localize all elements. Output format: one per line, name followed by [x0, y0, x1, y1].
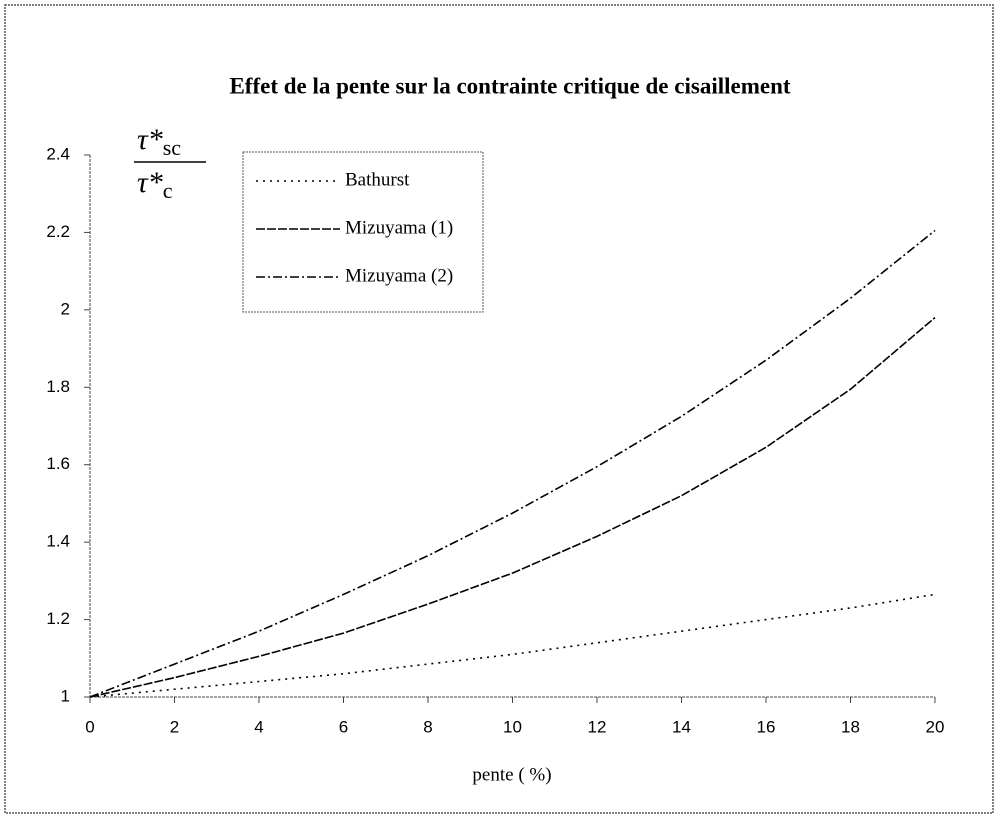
y-tick-label: 2.2 [46, 222, 70, 241]
x-tick-label: 4 [254, 717, 263, 736]
subscript: sc [163, 135, 182, 160]
y-tick-label: 1.6 [46, 454, 70, 473]
x-tick-label: 14 [672, 717, 691, 736]
x-tick-label: 0 [85, 717, 94, 736]
y-tick-label: 1.4 [46, 532, 70, 551]
x-tick-label: 6 [339, 717, 348, 736]
y-tick-label: 1.2 [46, 609, 70, 628]
legend-label: Mizuyama (2) [345, 265, 453, 286]
series-line [89, 316, 936, 698]
subscript: c [163, 178, 173, 203]
chart-title: Effet de la pente sur la contrainte crit… [229, 73, 790, 98]
y-tick-label: 2.4 [46, 144, 70, 163]
series-line [89, 229, 936, 698]
x-tick-label: 8 [423, 717, 432, 736]
x-tick-label: 18 [841, 717, 860, 736]
y-tick-label: 2 [61, 299, 70, 318]
legend-box [242, 151, 484, 313]
legend-label: Mizuyama (1) [345, 217, 453, 238]
x-tick-label: 16 [757, 717, 776, 736]
x-tick-label: 2 [170, 717, 179, 736]
chart-border [4, 4, 994, 814]
y-axis-label-denominator: τ*c [137, 166, 173, 203]
series-line [89, 593, 936, 698]
legend-label: Bathurst [345, 169, 410, 190]
symbol: τ* [137, 123, 163, 156]
x-tick-label: 20 [926, 717, 945, 736]
x-tick-label: 12 [588, 717, 607, 736]
x-tick-label: 10 [503, 717, 522, 736]
y-axis-label-numerator: τ*sc [137, 123, 181, 160]
symbol: τ* [137, 166, 163, 199]
y-tick-label: 1.8 [46, 377, 70, 396]
y-tick-label: 1 [61, 686, 70, 705]
x-axis-label: pente ( %) [472, 764, 551, 785]
